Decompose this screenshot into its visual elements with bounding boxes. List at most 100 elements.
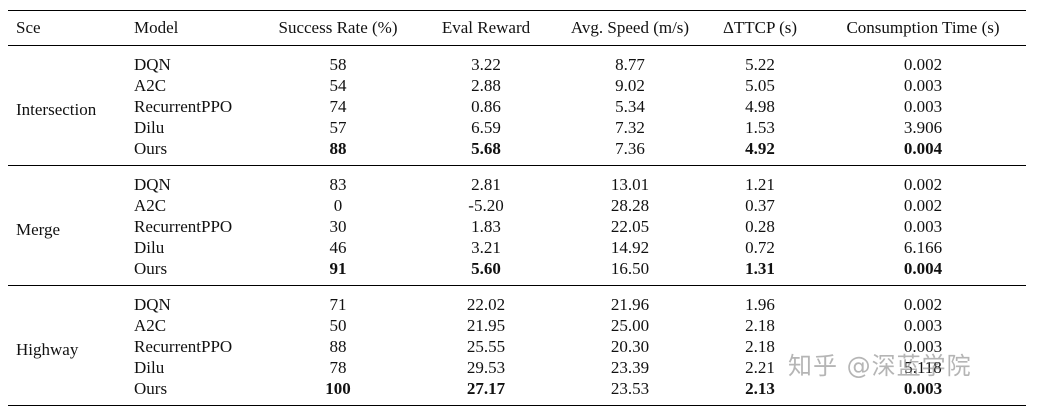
cell-success-rate: 100	[325, 379, 351, 398]
cell-model: Ours	[134, 379, 168, 398]
cell-dttcp: 1.31	[745, 259, 775, 278]
cell-consumption-time: 0.003	[903, 76, 943, 95]
cell-avg-speed: 23.53	[610, 379, 650, 398]
cell-eval-reward: 3.21	[471, 238, 501, 257]
cell-success-rate: 50	[329, 316, 347, 335]
cell-avg-speed: 5.34	[615, 97, 645, 116]
cell-eval-reward: 2.81	[471, 175, 501, 194]
cell-consumption-time: 6.166	[903, 238, 943, 257]
cell-dttcp: 0.37	[745, 196, 775, 215]
cell-dttcp: 2.18	[745, 316, 775, 335]
cell-consumption-time: 0.003	[903, 337, 943, 356]
table-row: Dilu 57 6.59 7.32 1.53 3.906	[8, 117, 1026, 138]
cell-success-rate: 74	[329, 97, 347, 116]
cell-success-rate: 83	[329, 175, 347, 194]
table-row: A2C 0 -5.20 28.28 0.37 0.002	[8, 195, 1026, 216]
cell-consumption-time: 0.004	[903, 139, 943, 158]
cell-dttcp: 4.98	[745, 97, 775, 116]
cell-avg-speed: 7.32	[615, 118, 645, 137]
cell-avg-speed: 23.39	[610, 358, 650, 377]
cell-dttcp: 0.28	[745, 217, 775, 236]
cell-eval-reward: 6.59	[471, 118, 501, 137]
cell-consumption-time: 0.004	[903, 259, 943, 278]
cell-model: Dilu	[134, 118, 165, 137]
cell-consumption-time: 0.003	[903, 379, 943, 398]
cell-avg-speed: 25.00	[610, 316, 650, 335]
cell-avg-speed: 8.77	[615, 55, 645, 74]
cell-success-rate: 30	[329, 217, 347, 236]
table-row: Ours 91 5.60 16.50 1.31 0.004	[8, 258, 1026, 286]
cell-consumption-time: 3.906	[903, 118, 943, 137]
cell-consumption-time: 5.118	[904, 358, 942, 377]
cell-dttcp: 1.53	[745, 118, 775, 137]
cell-model: Dilu	[134, 238, 165, 257]
header-row: Sce Model Success Rate (%) Eval Reward A…	[8, 10, 1026, 46]
cell-dttcp: 5.22	[745, 55, 775, 74]
cell-avg-speed: 22.05	[610, 217, 650, 236]
cell-dttcp: 1.21	[745, 175, 775, 194]
table-row: Dilu 78 29.53 23.39 2.21 5.118	[8, 357, 1026, 378]
cell-success-rate: 88	[329, 139, 347, 158]
cell-eval-reward: 2.88	[471, 76, 501, 95]
cell-success-rate: 58	[329, 55, 347, 74]
cell-model: DQN	[134, 55, 171, 74]
cell-scenario: Merge	[16, 220, 61, 239]
table-row: A2C 54 2.88 9.02 5.05 0.003	[8, 75, 1026, 96]
table-row: Dilu 46 3.21 14.92 0.72 6.166	[8, 237, 1026, 258]
cell-avg-speed: 9.02	[615, 76, 645, 95]
results-table: Sce Model Success Rate (%) Eval Reward A…	[8, 10, 1026, 406]
cell-eval-reward: 5.60	[471, 259, 501, 278]
cell-dttcp: 2.18	[745, 337, 775, 356]
cell-success-rate: 78	[329, 358, 347, 377]
table-row: Intersection DQN 58 3.22 8.77 5.22 0.002	[8, 45, 1026, 119]
cell-success-rate: 57	[329, 118, 347, 137]
cell-dttcp: 0.72	[745, 238, 775, 257]
cell-dttcp: 4.92	[745, 139, 775, 158]
table-row: RecurrentPPO 74 0.86 5.34 4.98 0.003	[8, 96, 1026, 117]
cell-model: A2C	[134, 316, 167, 335]
cell-model: DQN	[134, 175, 171, 194]
cell-model: RecurrentPPO	[134, 217, 233, 236]
table-body: Intersection DQN 58 3.22 8.77 5.22 0.002 A2C 54 2…	[8, 45, 1026, 406]
cell-success-rate: 71	[329, 295, 347, 314]
cell-eval-reward: -5.20	[468, 196, 504, 215]
cell-avg-speed: 16.50	[610, 259, 650, 278]
cell-model: A2C	[134, 76, 167, 95]
header-success-rate: Success Rate (%)	[278, 18, 398, 37]
table-row: Merge DQN 83 2.81 13.01 1.21 0.002	[8, 165, 1026, 239]
cell-model: DQN	[134, 295, 171, 314]
cell-dttcp: 2.21	[745, 358, 775, 377]
cell-avg-speed: 7.36	[615, 139, 645, 158]
cell-consumption-time: 0.002	[903, 175, 943, 194]
cell-success-rate: 46	[329, 238, 347, 257]
cell-dttcp: 2.13	[745, 379, 775, 398]
cell-eval-reward: 27.17	[466, 379, 506, 398]
cell-scenario: Intersection	[16, 100, 97, 119]
cell-model: Dilu	[134, 358, 165, 377]
cell-success-rate: 54	[329, 76, 347, 95]
header-avg-speed: Avg. Speed (m/s)	[570, 18, 690, 37]
cell-consumption-time: 0.002	[903, 55, 943, 74]
cell-eval-reward: 29.53	[466, 358, 506, 377]
cell-eval-reward: 3.22	[471, 55, 501, 74]
watermark: 知乎 @深蓝学院	[788, 352, 972, 380]
header-dttcp: ΔTTCP (s)	[722, 18, 798, 37]
cell-eval-reward: 0.86	[471, 97, 501, 116]
table-row: A2C 50 21.95 25.00 2.18 0.003	[8, 315, 1026, 336]
header-sce: Sce	[16, 18, 41, 37]
table-row: Ours 100 27.17 23.53 2.13 0.003	[8, 378, 1026, 406]
header-eval-reward: Eval Reward	[441, 18, 531, 37]
header-consumption-time: Consumption Time (s)	[846, 18, 1000, 37]
table-row: RecurrentPPO 88 25.55 20.30 2.18 0.003	[8, 336, 1026, 357]
cell-consumption-time: 0.003	[903, 97, 943, 116]
cell-consumption-time: 0.002	[903, 196, 943, 215]
header-model: Model	[134, 18, 179, 37]
cell-dttcp: 1.96	[745, 295, 775, 314]
table-row: Highway DQN 71 22.02 21.96 1.96 0.002	[8, 285, 1026, 359]
cell-avg-speed: 13.01	[610, 175, 650, 194]
cell-dttcp: 5.05	[745, 76, 775, 95]
cell-model: A2C	[134, 196, 167, 215]
table-row: RecurrentPPO 30 1.83 22.05 0.28 0.003	[8, 216, 1026, 237]
cell-avg-speed: 21.96	[610, 295, 650, 314]
cell-eval-reward: 5.68	[471, 139, 501, 158]
